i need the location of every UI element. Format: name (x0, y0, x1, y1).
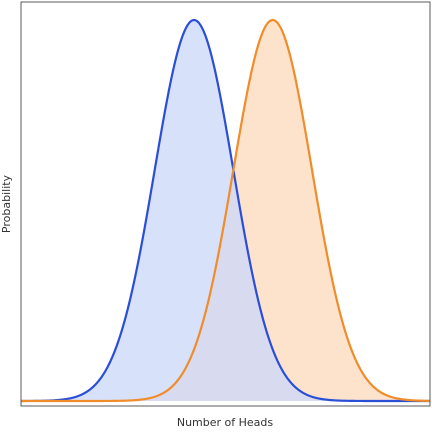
y-axis-label: Probability (0, 174, 13, 233)
plot-frame (20, 1, 431, 407)
series-layer (20, 18, 431, 403)
series-2-area (21, 20, 430, 401)
series-1-line (20, 18, 430, 403)
x-axis-label: Number of Heads (177, 416, 274, 429)
series-2-line (21, 18, 431, 403)
